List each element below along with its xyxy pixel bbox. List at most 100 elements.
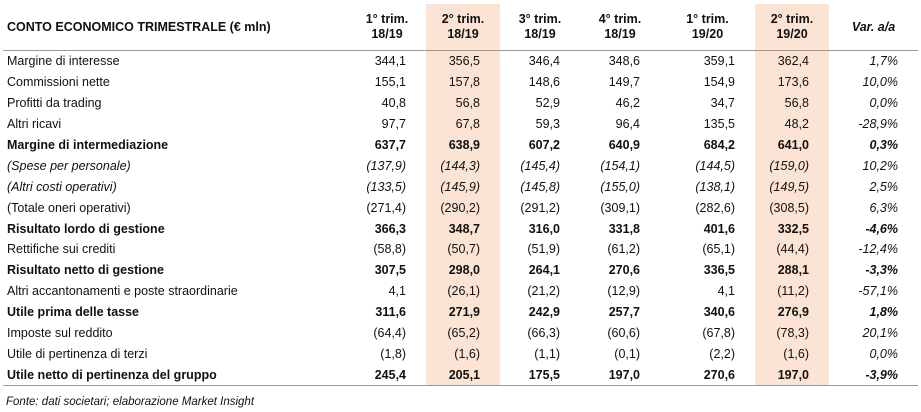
column-header-line: 1° trim.	[365, 12, 409, 26]
cell-value: 641,0	[755, 134, 829, 156]
table-row: Utile prima delle tasse 311,6 271,9 242,9 25…	[3, 301, 918, 323]
cell-value: 0,0%	[869, 96, 899, 111]
cell-value: 340,6	[703, 305, 735, 320]
cell-value: 2,5%	[869, 179, 899, 194]
cell-value: 135,5	[703, 117, 735, 132]
cell-value: (2,2)	[709, 346, 735, 361]
cell-value: -57,1%	[858, 284, 898, 299]
cell-value: (308,5)	[755, 197, 829, 219]
cell-value: (65,1)	[702, 242, 735, 257]
column-header: 1° trim. 19/20	[660, 4, 755, 50]
row-label: Margine di intermediazione	[7, 138, 169, 152]
row-label: (Totale oneri operativi)	[7, 200, 131, 215]
cell-value: 149,7	[608, 75, 640, 90]
cell-value: 270,6	[608, 263, 640, 278]
cell-value: (51,9)	[527, 242, 560, 257]
cell-value: 264,1	[528, 263, 560, 278]
cell-value: (155,0)	[600, 179, 640, 194]
cell-value: 1,7%	[869, 54, 899, 69]
cell-value: 276,9	[755, 301, 829, 323]
row-label: (Altri costi operativi)	[7, 179, 117, 194]
cell-value: (1,1)	[534, 346, 560, 361]
table-row: (Spese per personale) (137,9) (144,3) (145,…	[3, 155, 918, 177]
income-table: CONTO ECONOMICO TRIMESTRALE (€ mln) 1° t…	[3, 4, 918, 387]
table-row: Utile netto di pertinenza del gruppo 245,…	[3, 364, 918, 387]
cell-value: -12,4%	[858, 242, 898, 257]
cell-value: (290,2)	[426, 197, 500, 219]
cell-value: 288,1	[755, 259, 829, 281]
cell-value: 56,8	[755, 92, 829, 114]
table-row: Margine di interesse 344,1 356,5 346,4 348,6…	[3, 51, 918, 72]
row-label: Commissioni nette	[7, 75, 110, 90]
cell-value: -3,9%	[865, 367, 898, 382]
column-header: 2° trim. 18/19	[426, 4, 500, 50]
row-label: Risultato lordo di gestione	[7, 221, 165, 236]
column-header-line: 18/19	[524, 27, 556, 41]
row-label: Rettifiche sui crediti	[7, 242, 116, 257]
cell-value: 348,6	[608, 54, 640, 69]
cell-value: (11,2)	[755, 280, 829, 302]
table-row: Profitti da trading 40,8 56,8 52,9 46,2 34,7 5…	[3, 92, 918, 114]
table-title: CONTO ECONOMICO TRIMESTRALE (€ mln)	[7, 19, 271, 34]
cell-value: 34,7	[710, 96, 735, 111]
table-row: Commissioni nette 155,1 157,8 148,6 149,7 154…	[3, 71, 918, 93]
cell-value: 684,2	[703, 138, 735, 152]
column-header: 3° trim. 18/19	[500, 4, 580, 50]
table-row: Margine di intermediazione 637,7 638,9 607,…	[3, 134, 918, 156]
cell-value: (282,6)	[695, 200, 735, 215]
row-label: Altri accantonamenti e poste straordinar…	[7, 284, 238, 299]
cell-value: (144,5)	[695, 158, 735, 173]
column-header-line: 18/19	[371, 27, 403, 41]
cell-value: 155,1	[374, 75, 406, 90]
cell-value: 56,8	[426, 92, 500, 114]
cell-value: 346,4	[528, 54, 560, 69]
cell-value: 270,6	[703, 367, 735, 382]
cell-value: 356,5	[426, 51, 500, 72]
cell-value: (58,8)	[373, 242, 406, 257]
cell-value: -28,9%	[858, 117, 898, 132]
table-row: Altri ricavi 97,7 67,8 59,3 96,4 135,5 48,2 -28…	[3, 113, 918, 135]
cell-value: (154,1)	[600, 158, 640, 173]
cell-value: 362,4	[755, 51, 829, 72]
cell-value: (291,2)	[520, 200, 560, 215]
column-header-line: Var. a/a	[851, 19, 896, 34]
cell-value: 344,1	[374, 54, 406, 69]
cell-value: (1,6)	[426, 343, 500, 365]
column-header-line: 2° trim.	[770, 12, 814, 26]
source-note: Fonte: dati societari; elaborazione Mark…	[6, 396, 255, 408]
cell-value: 640,9	[608, 138, 640, 152]
cell-value: 59,3	[535, 117, 560, 132]
cell-value: (26,1)	[426, 280, 500, 302]
table-row: (Totale oneri operativi) (271,4) (290,2) (2…	[3, 197, 918, 219]
cell-value: (61,2)	[607, 242, 640, 257]
row-label: Imposte sul reddito	[7, 326, 113, 341]
cell-value: 205,1	[426, 364, 500, 386]
cell-value: 638,9	[426, 134, 500, 156]
cell-value: (137,9)	[366, 158, 406, 173]
column-header-line: 19/20	[776, 27, 808, 41]
cell-value: 245,4	[374, 367, 406, 382]
cell-value: (138,1)	[695, 179, 735, 194]
cell-value: 316,0	[528, 221, 560, 236]
cell-value: 40,8	[381, 96, 406, 111]
cell-value: (0,1)	[614, 346, 640, 361]
cell-value: 257,7	[608, 305, 640, 320]
cell-value: (50,7)	[426, 239, 500, 260]
cell-value: (271,4)	[366, 200, 406, 215]
row-label: Margine di interesse	[7, 54, 120, 69]
cell-value: 6,3%	[869, 200, 899, 215]
table-row: Rettifiche sui crediti (58,8) (50,7) (51,9)…	[3, 239, 918, 260]
cell-value: 0,0%	[869, 346, 899, 361]
cell-value: 271,9	[426, 301, 500, 323]
cell-value: 197,0	[755, 364, 829, 386]
table-row: (Altri costi operativi) (133,5) (145,9) (14…	[3, 176, 918, 198]
cell-value: 154,9	[703, 75, 735, 90]
header-row: CONTO ECONOMICO TRIMESTRALE (€ mln) 1° t…	[3, 4, 918, 51]
cell-value: 1,8%	[869, 305, 899, 320]
cell-value: 348,7	[426, 218, 500, 240]
cell-value: (66,3)	[527, 326, 560, 341]
cell-value: 48,2	[755, 113, 829, 135]
cell-value: 175,5	[528, 367, 560, 382]
cell-value: (64,4)	[373, 326, 406, 341]
row-label: (Spese per personale)	[7, 158, 131, 173]
